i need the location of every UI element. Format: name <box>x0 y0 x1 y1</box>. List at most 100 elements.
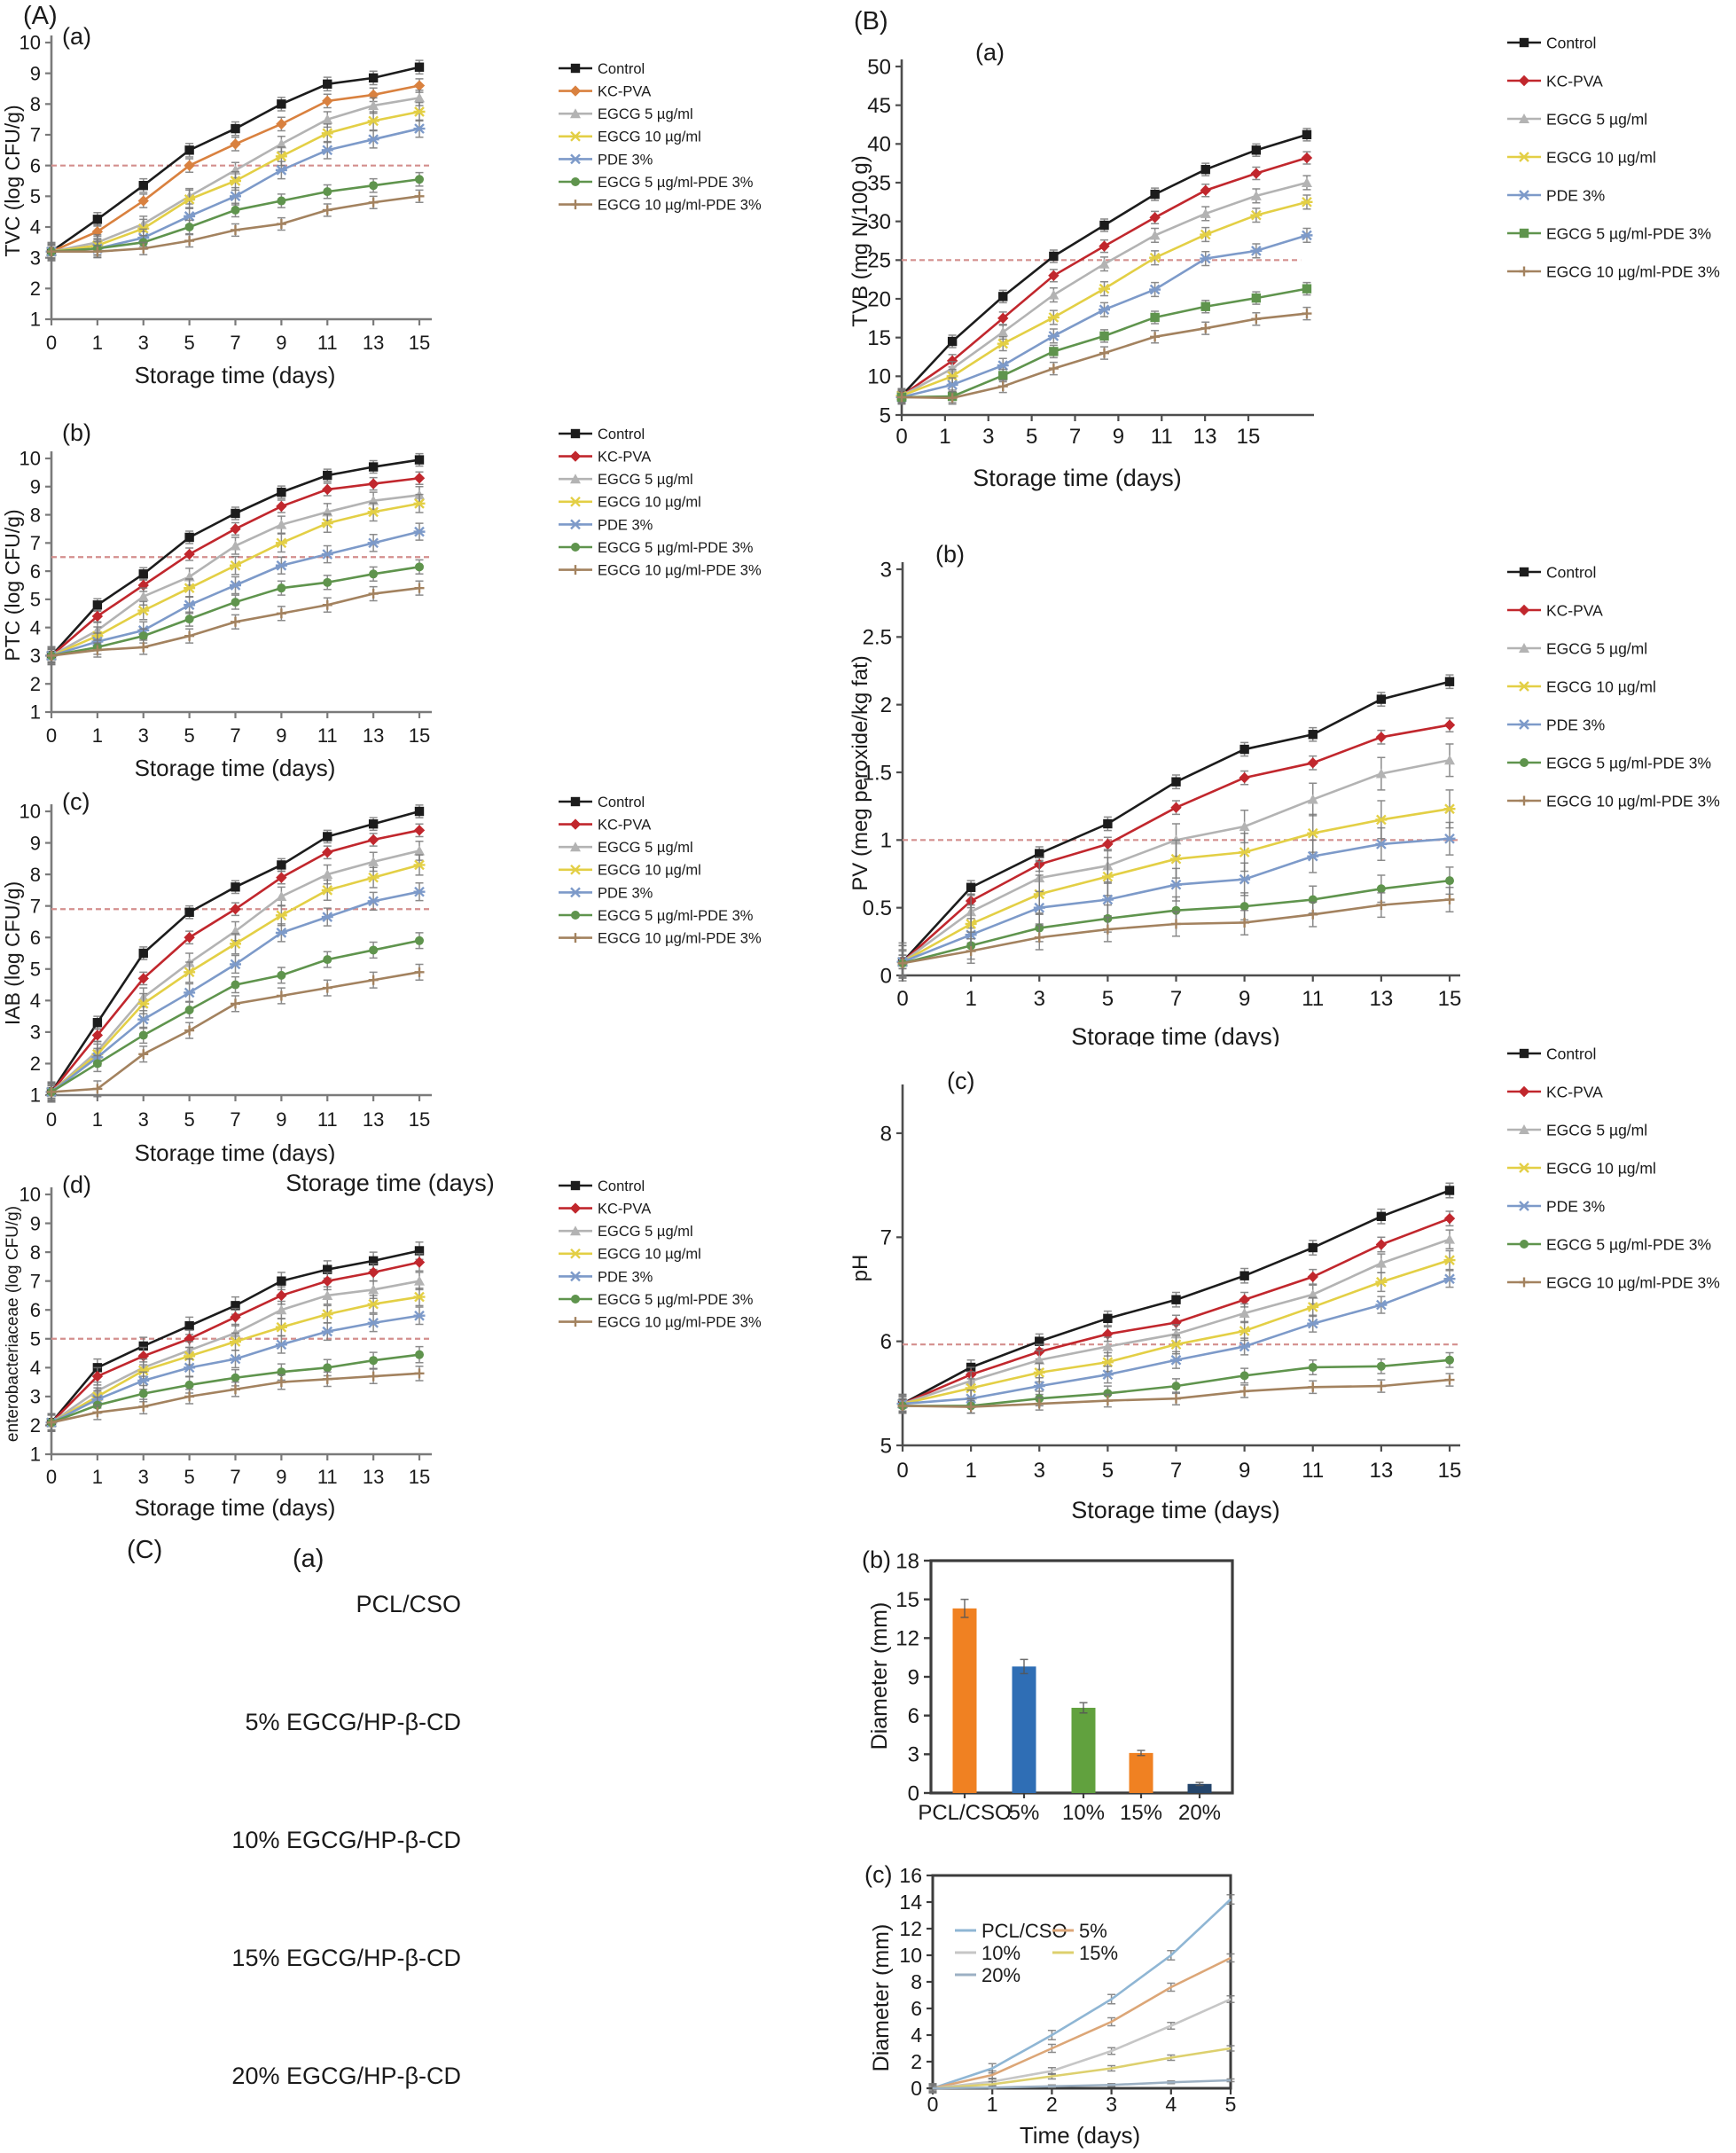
axes <box>901 562 1460 977</box>
x-tick-label: 7 <box>230 332 240 354</box>
chart-svg-B-b: (b) PV (meg peroxide/kg fat) 0 0.5 1 1.5 2 2.5 3… <box>848 541 1720 1050</box>
legend-label: EGCG 5 µg/ml-PDE 3% <box>1546 754 1711 771</box>
legend-label: PDE 3% <box>598 152 653 168</box>
y-tick-label: 8 <box>911 1970 922 1993</box>
x-tick-label: 13 <box>1370 1459 1394 1483</box>
y-tick-label: 7 <box>30 532 41 554</box>
y-tick-label: 1 <box>30 1444 41 1466</box>
y-tick-label: 1 <box>30 701 41 724</box>
y-tick-label: 4 <box>911 2024 922 2047</box>
x-category-label: PCL/CSO <box>918 1801 1011 1825</box>
photo-row-label: 10% EGCG/HP-β-CD <box>231 1827 461 1853</box>
y-axis-label: enterobacteriaceae (log CFU/g) <box>4 1206 22 1442</box>
y-tick-label: 2 <box>911 2050 922 2073</box>
series-EGCG 10 µg/ml-PDE 3% <box>896 306 1312 405</box>
y-tick-label: 12 <box>895 1627 919 1651</box>
y-tick-label: 2.5 <box>863 626 892 650</box>
y-tick-label: 7 <box>880 1226 892 1250</box>
x-tick-label: 5 <box>1026 425 1037 449</box>
x-tick-label: 2 <box>1046 2093 1058 2116</box>
y-axis-label: TVB (mg N/100 g) <box>851 155 872 326</box>
x-tick-label: 3 <box>138 724 149 747</box>
legend-label: EGCG 5 µg/ml-PDE 3% <box>598 1292 754 1308</box>
sub-label: (a) <box>62 23 91 50</box>
y-tick-label: 0.5 <box>863 896 892 920</box>
x-tick-label: 0 <box>896 1459 908 1483</box>
chart-ptc: (b) PTC (log CFU/g) 1 2 3 4 5 6 7 8 9 10 0 1 3 5 7 9 11 13 1… <box>0 403 882 794</box>
legend-label: 15% <box>1079 1942 1118 1964</box>
x-category-label: 15% <box>1120 1801 1162 1825</box>
x-tick-label: 11 <box>1302 987 1324 1011</box>
y-tick-label: 9 <box>30 475 41 497</box>
series-EGCG 10 µg/ml <box>896 1249 1456 1414</box>
series-10% <box>928 1995 1235 2093</box>
photo-row-label: 15% EGCG/HP-β-CD <box>231 1945 461 1971</box>
series-EGCG 10 µg/ml-PDE 3% <box>46 963 425 1101</box>
legend: Control KC-PVA EGCG 5 µg/ml EGCG 10 µg/ml PD… <box>1507 34 1720 280</box>
y-axis-label: PTC (log CFU/g) <box>1 509 24 661</box>
legend-label: PDE 3% <box>1546 716 1605 733</box>
y-tick-label: 3 <box>30 645 41 667</box>
y-tick-label: 9 <box>30 62 41 84</box>
legend-label: PDE 3% <box>598 885 653 901</box>
y-tick-label: 6 <box>908 1704 919 1728</box>
sub-label: (b) <box>935 541 965 568</box>
x-tick-label: 1 <box>92 332 103 354</box>
y-tick-label: 25 <box>867 249 891 273</box>
legend-label: EGCG 5 µg/ml-PDE 3% <box>1546 1235 1711 1253</box>
legend-label: EGCG 10 µg/ml-PDE 3% <box>598 1315 762 1331</box>
y-tick-label: 2 <box>30 278 41 300</box>
legend-label: EGCG 10 µg/ml-PDE 3% <box>598 931 762 947</box>
y-axis-label: TVC (log CFU/g) <box>1 105 24 256</box>
legend-label: EGCG 5 µg/ml <box>598 1224 693 1240</box>
y-tick-label: 10 <box>899 1944 922 1967</box>
panel-b-label: (B) <box>854 7 888 35</box>
x-axis-label: Storage time (days) <box>135 755 336 781</box>
y-tick-label: 35 <box>867 171 891 195</box>
x-tick-label: 11 <box>317 1108 338 1131</box>
x-tick-label: 4 <box>1165 2093 1177 2116</box>
legend-label: Control <box>598 795 645 810</box>
y-tick-label: 15 <box>895 1588 919 1612</box>
series-EGCG 10 µg/ml-PDE 3% <box>46 189 425 259</box>
legend-label: EGCG 10 µg/ml <box>1546 677 1656 695</box>
series-EGCG 10 µg/ml-PDE 3% <box>46 580 425 664</box>
x-tick-label: 15 <box>409 332 430 354</box>
x-tick-label: 3 <box>1034 1459 1045 1483</box>
legend: Control KC-PVA EGCG 5 µg/ml EGCG 10 µg/ml PD… <box>559 427 762 579</box>
legend-label: EGCG 5 µg/ml <box>1546 1121 1647 1139</box>
y-tick-label: 6 <box>30 1299 41 1321</box>
x-tick-label: 1 <box>92 724 103 747</box>
legend-label: EGCG 5 µg/ml <box>598 472 693 488</box>
x-tick-label: 7 <box>230 724 240 747</box>
x-axis-label: Storage time (days) <box>1071 1023 1280 1046</box>
y-tick-label: 30 <box>867 210 891 234</box>
x-tick-label: 13 <box>363 1466 384 1488</box>
series-EGCG 10 µg/ml-PDE 3% <box>897 1373 1455 1414</box>
series-EGCG 10 µg/ml-PDE 3% <box>897 887 1455 976</box>
x-tick-label: 9 <box>1239 1459 1250 1483</box>
legend-label: EGCG 5 µg/ml-PDE 3% <box>598 540 754 556</box>
y-tick-label: 9 <box>30 1212 41 1234</box>
y-axis-label: PV (meg peroxide/kg fat) <box>851 655 872 890</box>
x-axis-label: Time (days) <box>1020 2122 1140 2149</box>
x-tick-label: 1 <box>92 1466 103 1488</box>
legend-label: EGCG 10 µg/ml <box>1546 148 1656 166</box>
series-Control <box>897 674 1455 970</box>
sub-label: (c) <box>864 1861 892 1888</box>
sub-label: (a) <box>975 39 1005 66</box>
legend-label: Control <box>1546 34 1596 51</box>
y-tick-label: 4 <box>30 616 41 638</box>
bar-15% <box>1129 1750 1153 1793</box>
legend-label: EGCG 5 µg/ml <box>598 840 693 856</box>
x-tick-label: 0 <box>46 332 57 354</box>
y-tick-label: 6 <box>30 560 41 583</box>
legend-label: EGCG 5 µg/ml <box>1546 110 1647 128</box>
x-tick-label: 13 <box>1193 425 1217 449</box>
y-tick-label: 10 <box>20 448 41 470</box>
x-tick-label: 11 <box>1151 425 1173 449</box>
x-tick-label: 15 <box>409 1108 430 1131</box>
